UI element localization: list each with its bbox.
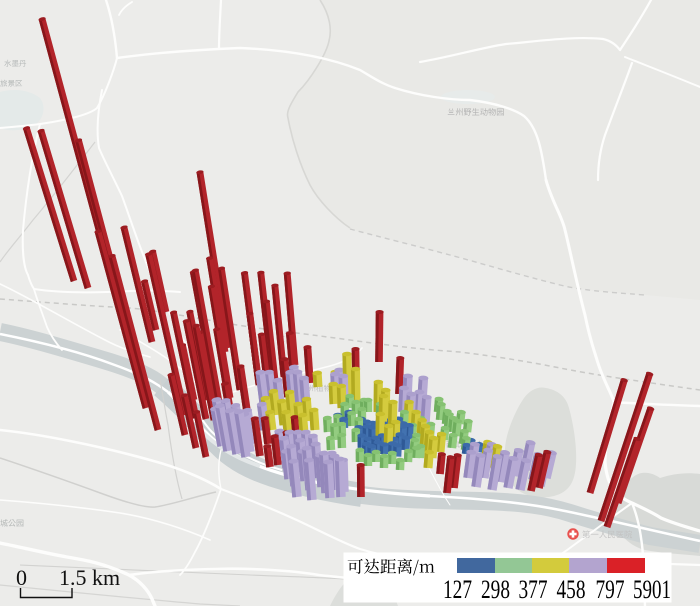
svg-text:377: 377 — [519, 575, 548, 604]
svg-text:5901: 5901 — [633, 575, 671, 604]
svg-text:127: 127 — [443, 575, 472, 604]
svg-text:797: 797 — [596, 575, 625, 604]
svg-text:0: 0 — [16, 565, 27, 590]
svg-text:458: 458 — [557, 575, 586, 604]
svg-text:1.5 km: 1.5 km — [59, 565, 120, 590]
svg-text:298: 298 — [481, 575, 510, 604]
